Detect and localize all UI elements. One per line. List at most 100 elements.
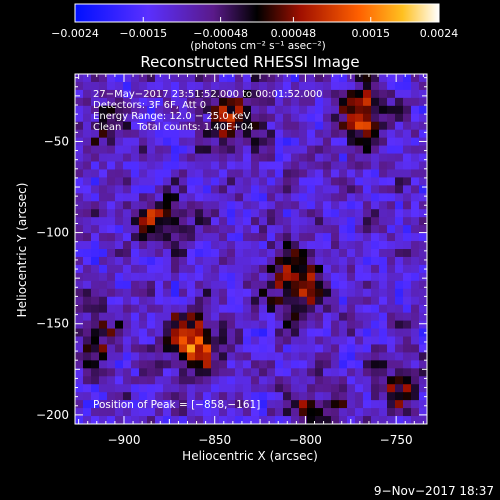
heatmap-cell bbox=[259, 81, 268, 91]
heatmap-cell bbox=[235, 304, 244, 314]
heatmap-cell bbox=[363, 241, 372, 250]
heatmap-cell bbox=[387, 97, 396, 107]
heatmap-cell bbox=[115, 113, 124, 123]
heatmap-cell bbox=[211, 360, 220, 369]
heatmap-cell bbox=[379, 280, 388, 290]
heatmap-cell bbox=[219, 400, 228, 409]
heatmap-cell bbox=[403, 169, 412, 178]
heatmap-cell bbox=[179, 312, 188, 322]
heatmap-cell bbox=[99, 272, 108, 282]
heatmap-cell bbox=[411, 161, 420, 170]
heatmap-cell bbox=[339, 113, 348, 123]
heatmap-cell bbox=[171, 177, 180, 186]
heatmap-cell bbox=[251, 74, 260, 83]
heatmap-cell bbox=[155, 384, 164, 393]
heatmap-cell bbox=[347, 288, 356, 298]
heatmap-cell bbox=[123, 344, 132, 353]
heatmap-cell bbox=[195, 209, 204, 218]
heatmap-cell bbox=[107, 352, 116, 361]
heatmap-cell bbox=[187, 320, 196, 330]
heatmap-cell bbox=[131, 185, 140, 194]
heatmap-cell bbox=[403, 137, 412, 147]
heatmap-cell bbox=[251, 209, 260, 218]
heatmap-cell bbox=[235, 400, 244, 409]
heatmap-cell bbox=[91, 400, 100, 409]
heatmap-cell bbox=[83, 185, 92, 194]
heatmap-cell bbox=[219, 209, 228, 218]
heatmap-cell bbox=[75, 256, 84, 266]
heatmap-cell bbox=[243, 376, 252, 385]
heatmap-cell bbox=[275, 185, 284, 194]
heatmap-cell bbox=[203, 256, 212, 266]
heatmap-cell bbox=[411, 129, 420, 139]
heatmap-cell bbox=[179, 137, 188, 147]
heatmap-cell bbox=[99, 352, 108, 361]
heatmap-cell bbox=[139, 400, 148, 409]
heatmap-cell bbox=[123, 233, 132, 242]
heatmap-cell bbox=[243, 352, 252, 361]
heatmap-cell bbox=[227, 392, 236, 401]
heatmap-cell bbox=[75, 288, 84, 298]
heatmap-cell bbox=[179, 249, 188, 258]
heatmap-cell bbox=[195, 89, 204, 99]
heatmap-cell bbox=[131, 376, 140, 385]
heatmap-cell bbox=[107, 312, 116, 322]
heatmap-cell bbox=[219, 233, 228, 242]
heatmap-cell bbox=[251, 97, 260, 107]
heatmap-cell bbox=[283, 368, 292, 377]
heatmap-cell bbox=[299, 225, 308, 234]
heatmap-cell bbox=[339, 105, 348, 115]
heatmap-cell bbox=[91, 193, 100, 202]
heatmap-cell bbox=[331, 217, 340, 226]
heatmap-cell bbox=[355, 97, 364, 107]
heatmap-cell bbox=[107, 416, 116, 425]
heatmap-cell bbox=[139, 376, 148, 385]
heatmap-cell bbox=[211, 89, 220, 99]
heatmap-cell bbox=[155, 368, 164, 377]
heatmap-cell bbox=[403, 153, 412, 162]
heatmap-cell bbox=[99, 225, 108, 234]
heatmap-cell bbox=[315, 376, 324, 385]
heatmap-cell bbox=[195, 312, 204, 322]
heatmap-cell bbox=[203, 81, 212, 91]
heatmap-cell bbox=[219, 185, 228, 194]
heatmap-cell bbox=[291, 400, 300, 409]
heatmap-cell bbox=[83, 256, 92, 266]
heatmap-cell bbox=[251, 384, 260, 393]
heatmap-cell bbox=[179, 153, 188, 162]
heatmap-cell bbox=[307, 352, 316, 361]
heatmap-cell bbox=[379, 320, 388, 330]
heatmap-cell bbox=[203, 153, 212, 162]
heatmap-cell bbox=[275, 360, 284, 369]
heatmap-cell bbox=[91, 145, 100, 155]
heatmap-cell bbox=[363, 74, 372, 83]
heatmap-cell bbox=[275, 153, 284, 162]
heatmap-cell bbox=[347, 360, 356, 369]
heatmap-cell bbox=[227, 280, 236, 290]
heatmap-cell bbox=[347, 113, 356, 123]
heatmap-cell bbox=[267, 217, 276, 226]
heatmap-cell bbox=[251, 177, 260, 186]
heatmap-cell bbox=[163, 81, 172, 91]
heatmap-cell bbox=[91, 241, 100, 250]
heatmap-cell bbox=[75, 201, 84, 210]
heatmap-cell bbox=[155, 145, 164, 155]
heatmap-cell bbox=[307, 264, 316, 274]
heatmap-cell bbox=[251, 416, 260, 425]
heatmap-cell bbox=[195, 193, 204, 202]
heatmap-cell bbox=[83, 352, 92, 361]
heatmap-cell bbox=[283, 304, 292, 314]
heatmap-cell bbox=[371, 304, 380, 314]
x-tick-label: −800 bbox=[289, 433, 322, 447]
heatmap-cell bbox=[347, 320, 356, 330]
heatmap-cell bbox=[179, 217, 188, 226]
heatmap-cell bbox=[155, 304, 164, 314]
heatmap-cell bbox=[179, 384, 188, 393]
heatmap-cell bbox=[83, 272, 92, 282]
heatmap-cell bbox=[403, 328, 412, 337]
heatmap-cell bbox=[163, 89, 172, 99]
heatmap-cell bbox=[171, 233, 180, 242]
heatmap-cell bbox=[347, 193, 356, 202]
heatmap-cell bbox=[267, 360, 276, 369]
